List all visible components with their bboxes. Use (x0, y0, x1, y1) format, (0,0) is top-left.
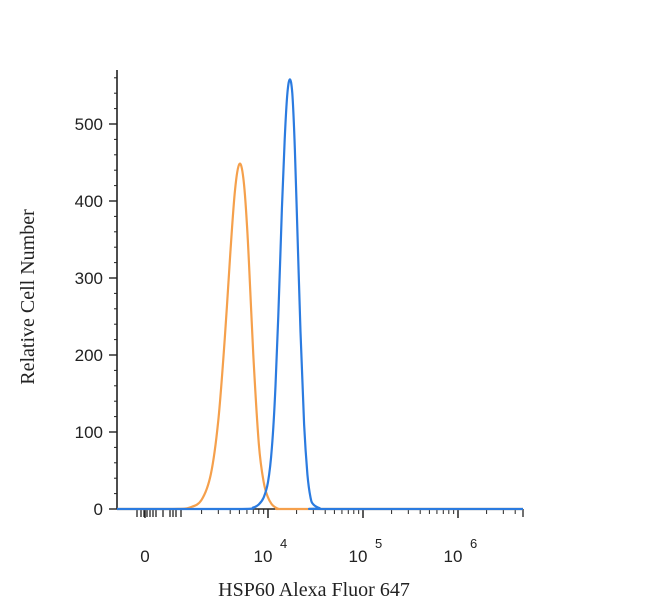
x-tick-base: 10 (349, 547, 368, 566)
series-layer (116, 78, 523, 511)
x-tick-exponent: 6 (470, 536, 477, 551)
y-tick-label: 500 (75, 115, 103, 134)
x-tick-exponent: 4 (280, 536, 287, 551)
y-tick-label: 200 (75, 346, 103, 365)
x-tick-label: 10 6 (444, 536, 478, 566)
histogram-series-1 (116, 162, 523, 511)
y-tick-label: 0 (94, 500, 103, 519)
x-tick-label: 10 5 (349, 536, 383, 566)
x-tick-base: 0 (140, 547, 149, 566)
histogram-series-2 (116, 78, 523, 511)
x-axis-title: HSP60 Alexa Fluor 647 (218, 579, 410, 601)
y-axis: 0 100 200 300 400 500 (75, 70, 118, 519)
x-tick-base: 10 (254, 547, 273, 566)
x-tick-exponent: 5 (375, 536, 382, 551)
x-tick-label: 0 (140, 547, 149, 566)
y-tick-label: 100 (75, 423, 103, 442)
x-axis: 0 10 4 10 5 10 6 (117, 508, 524, 566)
x-tick-base: 10 (444, 547, 463, 566)
y-tick-label: 300 (75, 269, 103, 288)
y-axis-title: Relative Cell Number (17, 209, 39, 385)
y-tick-label: 400 (75, 192, 103, 211)
x-tick-label: 10 4 (254, 536, 288, 566)
